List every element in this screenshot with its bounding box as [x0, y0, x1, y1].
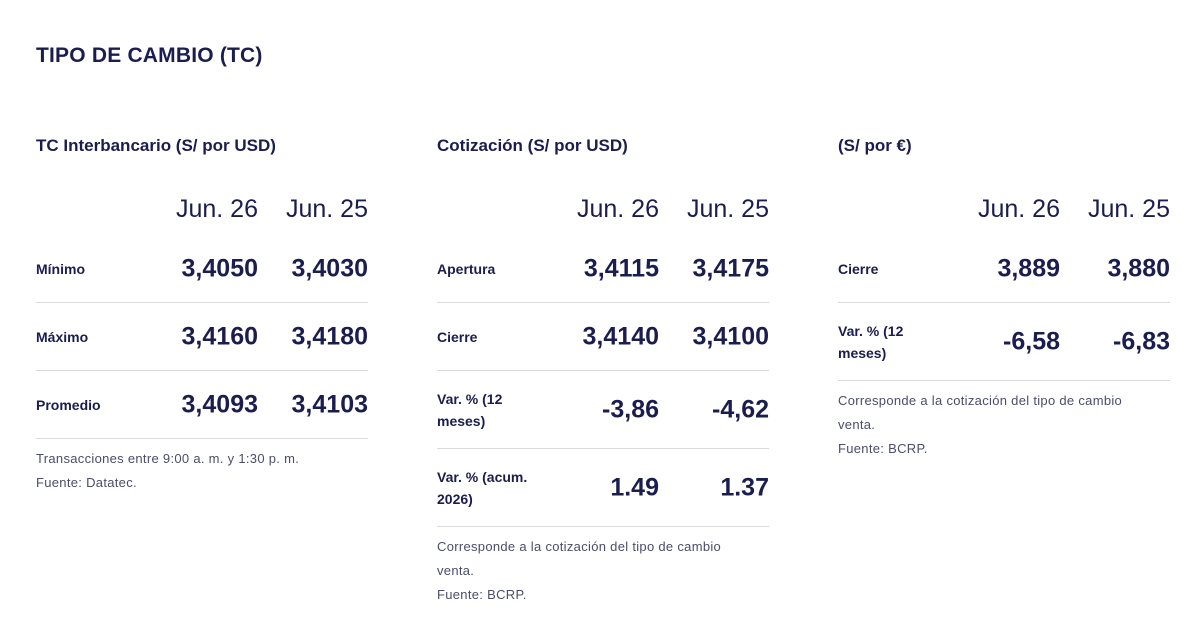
row-value-previous: 3,4180	[291, 322, 368, 350]
column-header-current: Jun. 26	[576, 195, 659, 223]
table-row: Var. % (12 meses) -3,86 -4,62	[437, 371, 769, 449]
panel-cotizacion-usd: Cotización (S/ por USD) Jun. 26 Jun. 25 …	[437, 134, 769, 607]
row-value-previous: 3,4100	[692, 322, 769, 350]
data-rows: Apertura 3,4115 3,4175 Cierre 3,4140 3,4…	[437, 235, 769, 527]
panel-tc-interbancario: TC Interbancario (S/ por USD) Jun. 26 Ju…	[36, 134, 368, 495]
panel-footnote: Corresponde a la cotización del tipo de …	[437, 535, 737, 607]
row-value-current: -6,58	[1003, 327, 1060, 355]
row-value-previous: 3,4175	[692, 254, 769, 282]
row-label: Apertura	[437, 260, 496, 277]
row-label: Máximo	[36, 328, 89, 345]
row-value-previous: 3,4103	[291, 390, 368, 418]
table-row: Var. % (acum. 2026) 1.49 1.37	[437, 449, 769, 527]
table-row: Cierre 3,889 3,880	[838, 235, 1170, 303]
row-label: Var. % (12 meses)	[437, 390, 503, 429]
row-value-current: 3,4115	[583, 254, 659, 282]
row-value-previous: 1.37	[720, 473, 769, 501]
row-value-current: 3,4160	[181, 322, 258, 350]
footnote-line: Corresponde a la cotización del tipo de …	[838, 393, 1123, 432]
column-header-previous: Jun. 25	[686, 195, 769, 223]
source-line: Fuente: BCRP.	[437, 587, 527, 602]
panel-cotizacion-eur: (S/ por €) Jun. 26 Jun. 25 Cierre 3,889 …	[838, 134, 1170, 461]
panel-title: TC Interbancario (S/ por USD)	[36, 136, 276, 155]
row-value-previous: -6,83	[1113, 327, 1170, 355]
row-label: Cierre	[838, 260, 879, 277]
table-row: Apertura 3,4115 3,4175	[437, 235, 769, 303]
row-value-current: 3,889	[997, 254, 1060, 282]
row-value-previous: 3,4030	[291, 254, 368, 282]
footnote-line: Transacciones entre 9:00 a. m. y 1:30 p.…	[36, 451, 300, 466]
row-label: Promedio	[36, 396, 101, 413]
column-header-row: Jun. 26 Jun. 25	[36, 193, 368, 225]
source-line: Fuente: BCRP.	[838, 441, 928, 456]
column-header-row: Jun. 26 Jun. 25	[838, 193, 1170, 225]
footnote-line: Corresponde a la cotización del tipo de …	[437, 539, 722, 578]
page-title: TIPO DE CAMBIO (TC)	[36, 44, 263, 67]
panel-title: Cotización (S/ por USD)	[437, 136, 628, 155]
column-header-previous: Jun. 25	[1087, 195, 1170, 223]
row-value-current: 3,4050	[181, 254, 258, 282]
data-rows: Mínimo 3,4050 3,4030 Máximo 3,4160 3,418…	[36, 235, 368, 439]
row-value-current: 3,4093	[181, 390, 258, 418]
row-value-current: 1.49	[610, 473, 659, 501]
row-label: Var. % (acum. 2026)	[437, 468, 528, 507]
row-label: Mínimo	[36, 260, 85, 277]
data-rows: Cierre 3,889 3,880 Var. % (12 meses) -6,…	[838, 235, 1170, 381]
column-header-current: Jun. 26	[175, 195, 258, 223]
row-value-current: 3,4140	[582, 322, 659, 350]
table-row: Var. % (12 meses) -6,58 -6,83	[838, 303, 1170, 381]
table-row: Mínimo 3,4050 3,4030	[36, 235, 368, 303]
row-label: Cierre	[437, 328, 478, 345]
table-row: Promedio 3,4093 3,4103	[36, 371, 368, 439]
row-value-previous: -4,62	[712, 395, 769, 423]
panel-footnote: Transacciones entre 9:00 a. m. y 1:30 p.…	[36, 447, 368, 495]
row-value-current: -3,86	[602, 395, 659, 423]
row-label: Var. % (12 meses)	[838, 322, 904, 361]
row-value-previous: 3,880	[1107, 254, 1170, 282]
column-header-current: Jun. 26	[977, 195, 1060, 223]
column-header-previous: Jun. 25	[285, 195, 368, 223]
table-row: Cierre 3,4140 3,4100	[437, 303, 769, 371]
table-row: Máximo 3,4160 3,4180	[36, 303, 368, 371]
column-header-row: Jun. 26 Jun. 25	[437, 193, 769, 225]
panel-footnote: Corresponde a la cotización del tipo de …	[838, 389, 1138, 461]
panel-title: (S/ por €)	[838, 136, 912, 155]
source-line: Fuente: Datatec.	[36, 475, 137, 490]
